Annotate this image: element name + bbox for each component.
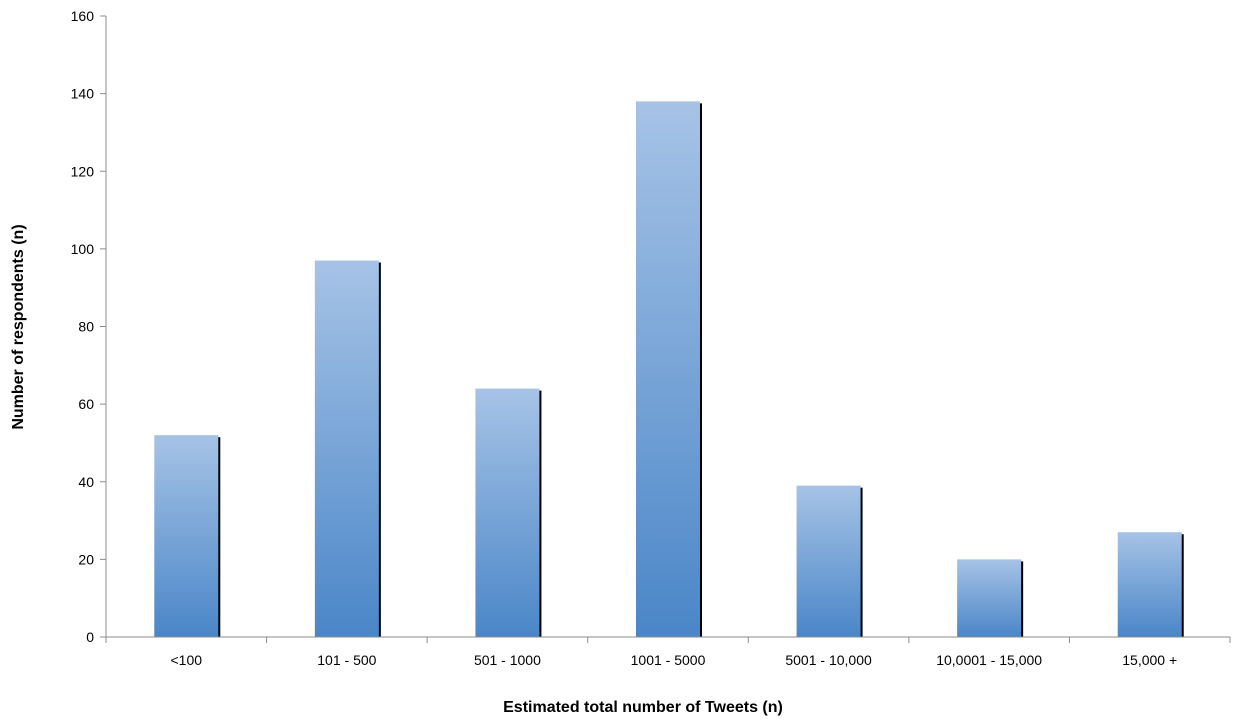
bar-shadow — [859, 487, 863, 637]
x-axis-ticks: <100 101 - 500 501 - 1000 1001 - 5000 5001 -… — [105, 637, 1231, 668]
y-tick-label: 80 — [78, 319, 94, 335]
bar — [1117, 532, 1182, 637]
x-tick-label: 501 - 1000 — [474, 652, 541, 668]
bar-shadow — [538, 390, 542, 637]
bar-shadow — [217, 437, 221, 637]
x-tick-label: 1001 - 5000 — [631, 652, 706, 668]
y-tick-label: 100 — [71, 241, 95, 257]
y-tick-label: 140 — [71, 86, 95, 102]
bar — [314, 260, 379, 637]
x-tick-label: 101 - 500 — [317, 652, 376, 668]
y-tick-label: 0 — [86, 629, 94, 645]
bar-shadow — [1020, 561, 1024, 637]
bar-shadow — [377, 262, 381, 637]
x-tick-label: 5001 - 10,000 — [785, 652, 872, 668]
bars-group — [154, 101, 1184, 637]
y-tick-label: 160 — [71, 8, 95, 24]
y-tick-label: 120 — [71, 163, 95, 179]
y-axis-title: Number of respondents (n) — [10, 224, 27, 429]
y-axis-ticks: 0 20 40 60 80 100 120 140 160 — [71, 8, 106, 645]
bar — [796, 485, 861, 637]
x-axis-title: Estimated total number of Tweets (n) — [503, 699, 783, 716]
bar — [957, 559, 1022, 637]
axes-group — [105, 16, 1230, 638]
x-tick-label: 15,000 + — [1122, 652, 1177, 668]
bar — [636, 101, 700, 637]
x-tick-label: 10,0001 - 15,000 — [936, 652, 1042, 668]
y-tick-label: 60 — [78, 396, 94, 412]
bar — [154, 435, 219, 637]
bar — [475, 388, 540, 637]
y-tick-label: 20 — [78, 551, 94, 567]
y-tick-label: 40 — [78, 474, 94, 490]
bar-shadow — [1180, 534, 1184, 637]
x-tick-label: <100 — [171, 652, 203, 668]
bar-shadow — [699, 103, 702, 637]
